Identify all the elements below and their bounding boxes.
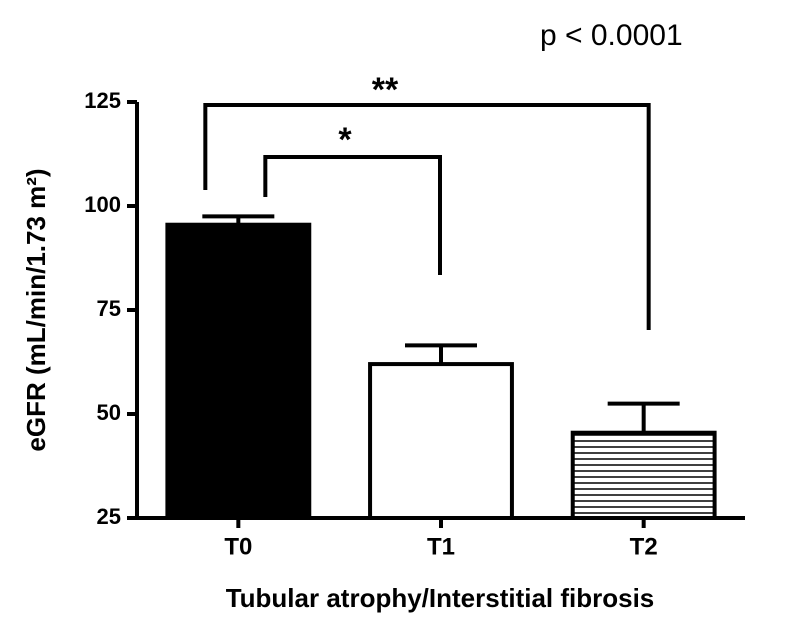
x-axis-title: Tubular atrophy/Interstitial fibrosis [226,583,655,613]
x-tick-label: T2 [630,533,658,560]
y-tick-label: 100 [84,192,121,217]
x-tick-label: T0 [224,533,252,560]
significance-bracket [203,103,651,330]
y-tick-label: 125 [84,88,121,113]
y-tick-label: 25 [97,504,121,529]
y-tick-label: 50 [97,400,121,425]
y-tick-label: 75 [97,296,121,321]
x-tick-label: T1 [427,533,455,560]
bar [368,362,514,520]
bar [570,430,717,520]
bar [165,222,312,520]
p-value: p < 0.0001 [540,19,683,52]
significance-label: ** [372,71,399,109]
y-axis-title: eGFR (mL/min/1.73 m²) [21,168,51,451]
significance-label: * [338,121,352,159]
significance-bracket [263,155,442,275]
